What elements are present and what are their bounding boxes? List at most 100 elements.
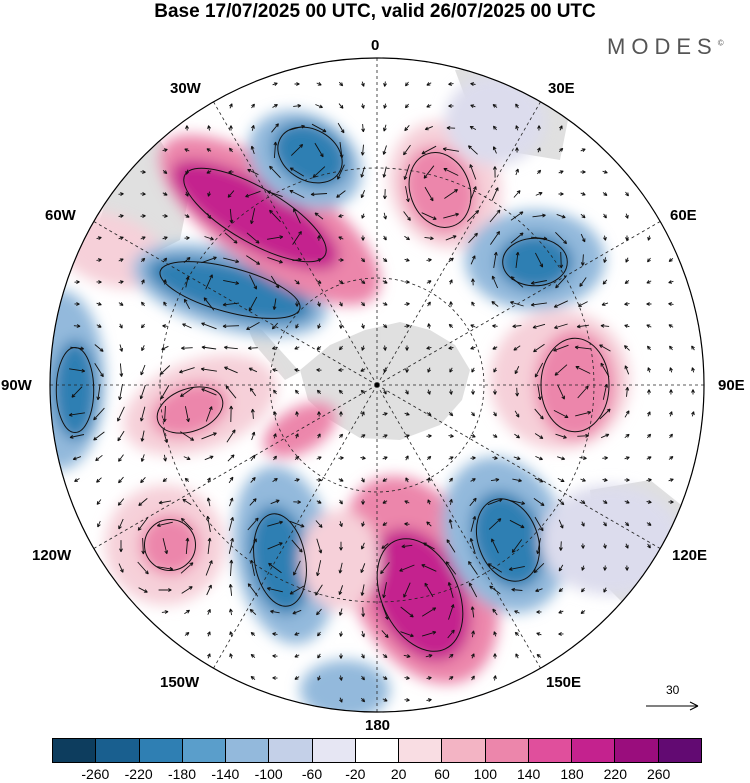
wind-vector-arrow: [404, 434, 410, 438]
colorbar-tick-label: 260: [646, 766, 671, 782]
wind-vector-arrow: [289, 520, 305, 528]
wind-vector-arrow: [247, 583, 259, 597]
wind-vector-arrow: [96, 499, 102, 505]
wind-vector-arrow: [338, 81, 344, 87]
wind-vector-arrow: [361, 124, 366, 133]
wind-vector-arrow: [403, 654, 411, 658]
wind-vector-arrow: [183, 256, 191, 263]
wind-vector-arrow: [487, 498, 503, 506]
wind-vector-arrow: [140, 454, 145, 462]
wind-vector-arrow: [602, 192, 608, 196]
wind-vector-arrow: [159, 365, 171, 375]
wind-vector-arrow: [339, 301, 343, 307]
polar-stereographic-map: [49, 57, 705, 713]
wind-vector-arrow: [250, 208, 256, 225]
wind-vector-arrow: [180, 562, 194, 574]
lon-label-30w: 30W: [170, 80, 201, 97]
wind-vector-arrow: [383, 235, 387, 241]
wind-vector-arrow: [646, 456, 652, 460]
wind-vector-arrow: [536, 538, 541, 555]
wind-vector-arrow: [382, 280, 388, 284]
wind-vector-arrow: [251, 125, 255, 131]
graticule: [50, 58, 704, 712]
wind-vector-arrow: [492, 166, 497, 178]
lon-label-60w: 60W: [45, 207, 76, 224]
wind-vector-arrow: [424, 125, 433, 131]
wind-vector-arrow: [405, 367, 409, 373]
wind-vector-arrow: [184, 214, 190, 218]
wind-vector-arrow: [272, 298, 277, 310]
wind-vector-arrow: [530, 302, 547, 307]
colorbar-swatch: [182, 739, 227, 762]
wind-vector-arrow: [270, 275, 280, 289]
wind-vector-arrow: [185, 169, 190, 175]
wind-vector-arrow: [361, 675, 365, 681]
wind-vector-arrow: [162, 148, 168, 152]
wind-vector-arrow: [602, 478, 608, 482]
geopotential-anomaly-field: [50, 75, 680, 712]
wind-vector-arrow: [554, 364, 568, 376]
wind-vector-arrow: [691, 411, 695, 417]
wind-vector-arrow: [580, 478, 586, 482]
wind-vector-arrow: [205, 274, 213, 290]
colorbar-tick-label: 20: [390, 766, 407, 782]
wind-vector-arrow: [317, 675, 322, 681]
wind-vector-arrow: [361, 257, 366, 263]
wind-vector-arrow: [449, 367, 453, 373]
wind-vector-arrow: [471, 301, 475, 307]
wind-vector-arrow: [581, 587, 585, 593]
wind-vector-arrow: [206, 497, 211, 507]
wind-vector-arrow: [493, 389, 497, 395]
wind-vector-arrow: [156, 521, 173, 528]
wind-vector-arrow: [427, 389, 431, 395]
wind-vector-arrow: [339, 631, 343, 637]
wind-vector-arrow: [513, 456, 521, 460]
wind-vector-arrow: [160, 384, 170, 400]
wind-vector-arrow: [162, 214, 168, 218]
wind-vector-arrow: [580, 213, 586, 219]
wind-vector-arrow: [294, 455, 300, 460]
wind-vector-arrow: [315, 520, 323, 528]
wind-vector-arrow: [404, 676, 410, 680]
wind-vector-arrow: [69, 368, 86, 373]
wind-vector-arrow: [184, 632, 190, 636]
wind-vector-arrow: [515, 251, 520, 268]
wind-vector-arrow: [493, 653, 497, 659]
wind-vector-arrow: [490, 231, 501, 245]
wind-vector-arrow: [421, 630, 437, 637]
wind-vector-arrow: [272, 676, 278, 680]
wind-vector-arrow: [162, 429, 168, 444]
wind-vector-arrow: [382, 698, 388, 702]
wind-vector-arrow: [316, 389, 322, 395]
wind-vector-arrow: [383, 103, 387, 109]
wind-vector-arrow: [316, 280, 322, 284]
wind-vector-arrow: [338, 103, 344, 109]
wind-vector-arrow: [575, 366, 591, 374]
wind-vector-arrow: [272, 368, 278, 373]
wind-vector-arrow: [118, 236, 124, 241]
wind-vector-arrow: [289, 189, 305, 199]
wind-vector-arrow: [338, 562, 343, 574]
wind-vector-arrow: [229, 653, 233, 659]
wind-vector-arrow: [339, 142, 344, 159]
wind-vector-arrow: [293, 500, 301, 505]
wind-vector-arrow: [470, 516, 477, 532]
wind-vector-arrow: [316, 608, 322, 616]
wind-vector-arrow: [293, 208, 301, 224]
wind-vector-arrow: [557, 477, 565, 483]
wind-vector-arrow: [206, 584, 212, 596]
wind-vector-arrow: [206, 653, 211, 659]
wind-vector-arrow: [448, 104, 454, 108]
wind-vector-arrow: [228, 537, 234, 554]
wind-vector-arrow: [118, 214, 124, 218]
wind-vector-arrow: [383, 124, 387, 132]
wind-vector-arrow: [291, 539, 303, 553]
wind-vector-arrow: [405, 186, 410, 203]
colorbar-swatch: [269, 739, 313, 762]
wind-vector-arrow: [140, 301, 145, 307]
wind-vector-arrow: [509, 519, 525, 529]
wind-vector-arrow: [691, 389, 695, 395]
wind-vector-arrow: [493, 411, 497, 417]
wind-vector-arrow: [515, 147, 519, 153]
colorbar-swatch: [615, 739, 659, 762]
